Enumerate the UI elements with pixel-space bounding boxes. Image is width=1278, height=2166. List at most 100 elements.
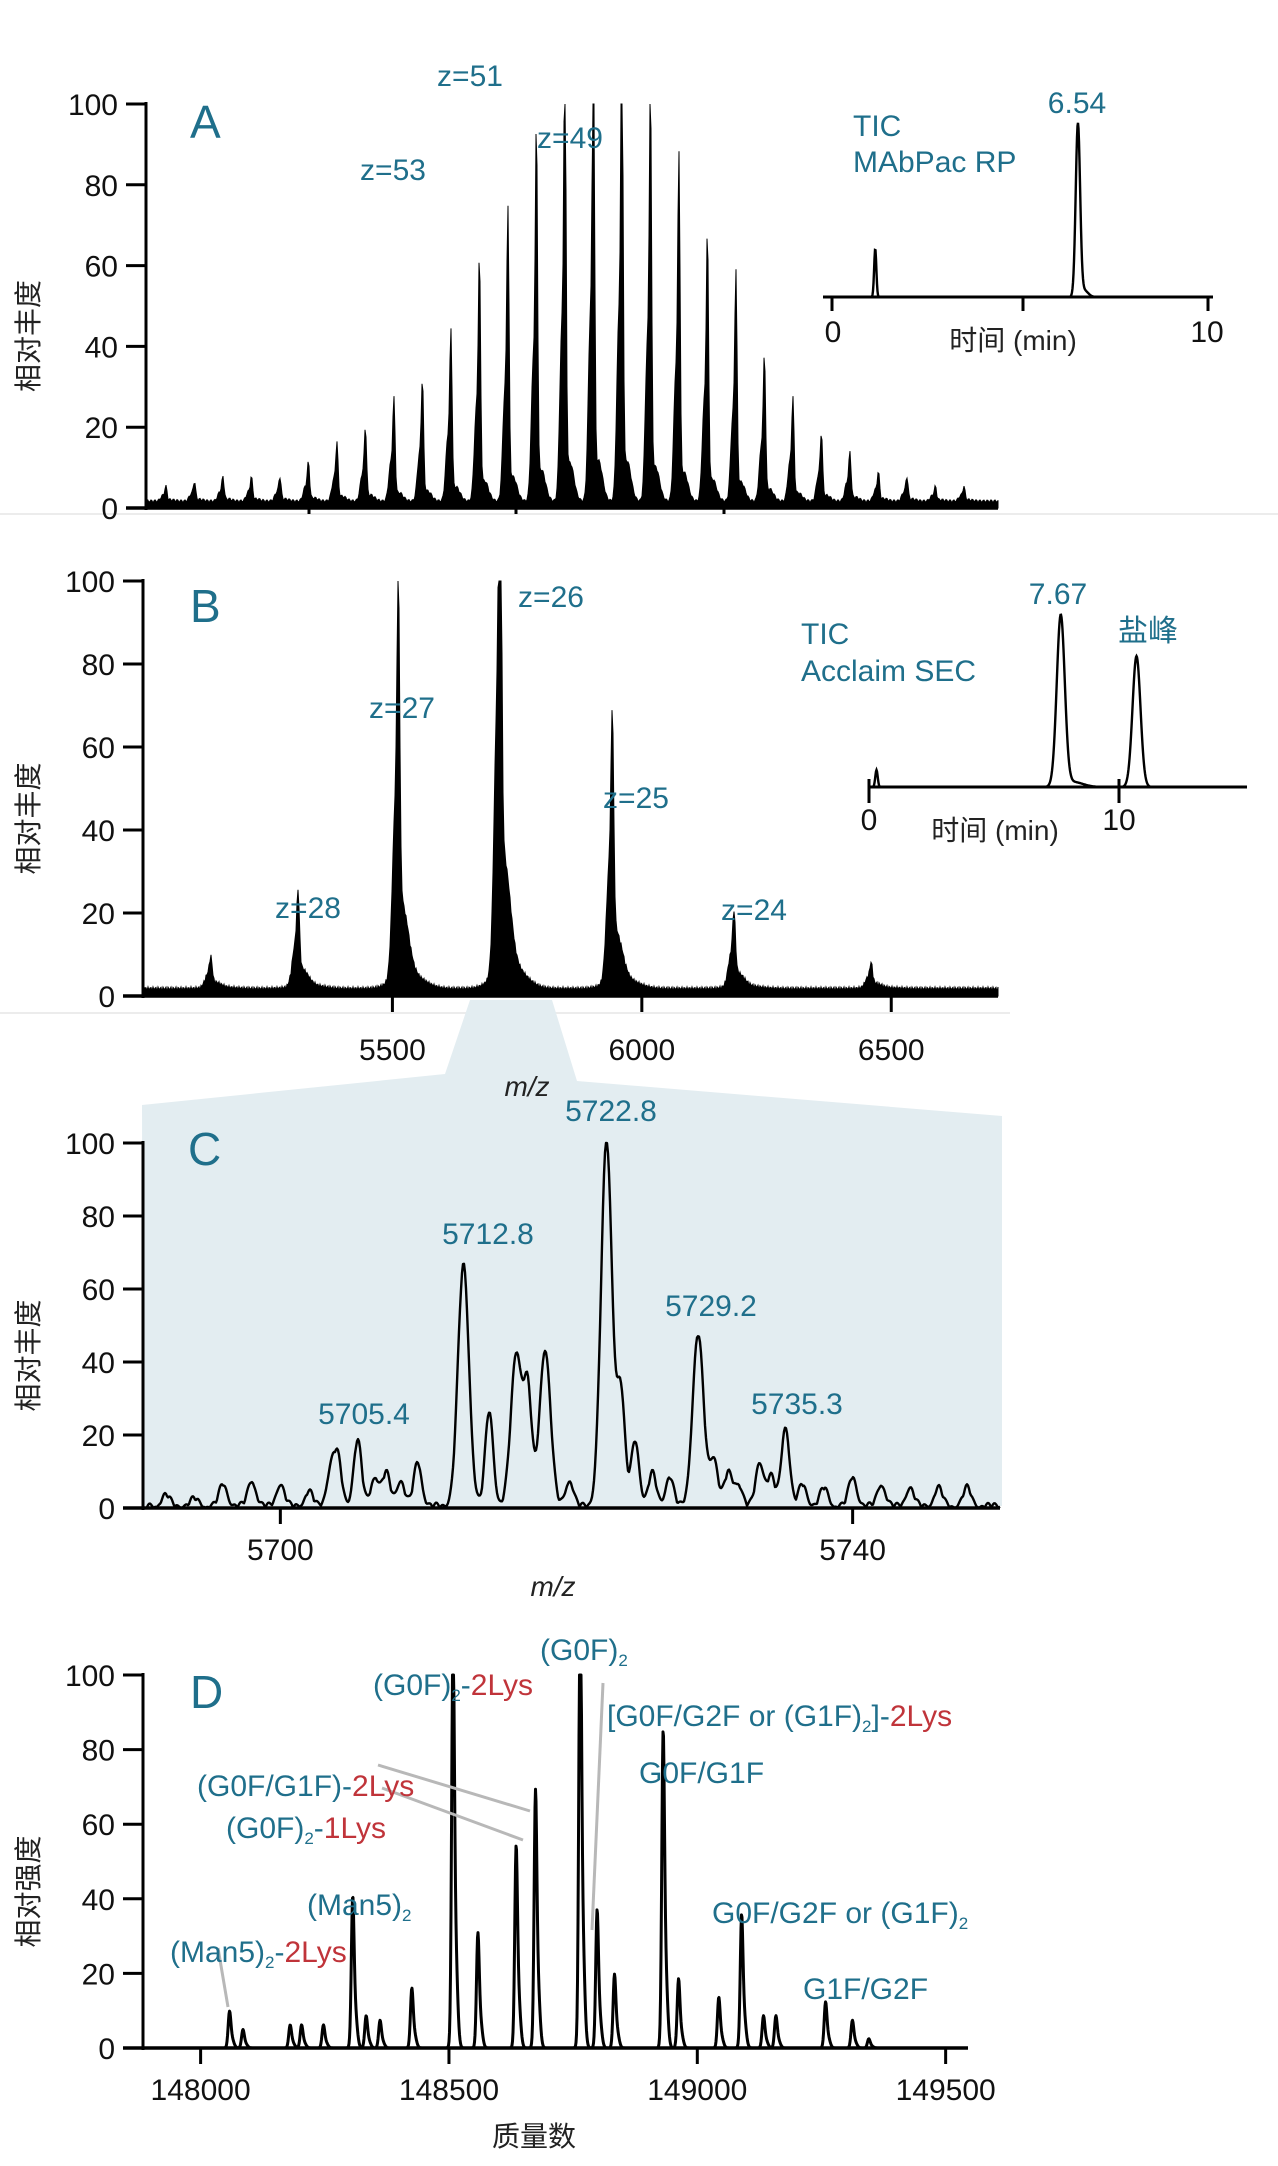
label-part: (G0F)	[540, 1634, 618, 1667]
x-tick-label: 6500	[858, 1034, 925, 1067]
y-tick-label: 60	[82, 1274, 115, 1307]
label-part: -	[314, 1812, 324, 1845]
peak-label: 5722.8	[565, 1095, 657, 1128]
peak-label: 5705.4	[318, 1398, 410, 1431]
x-axis-title: 质量数	[492, 2121, 576, 2152]
charge-label: z=53	[360, 154, 426, 187]
inset-peak-label: 7.67	[1029, 578, 1087, 611]
subscript: 2	[402, 1906, 411, 1925]
zoom-region-shade	[142, 1000, 1002, 1506]
y-tick-label: 40	[82, 815, 115, 848]
charge-label: z=51	[437, 60, 503, 93]
panel-letter: B	[190, 580, 221, 632]
y-tick-label: 0	[98, 981, 115, 1014]
peak-label: 5712.8	[442, 1218, 534, 1251]
y-tick-label: 80	[85, 170, 118, 203]
y-tick-label: 80	[82, 649, 115, 682]
y-tick-label: 40	[82, 1347, 115, 1380]
lys-suffix: 2Lys	[285, 1936, 347, 1969]
label-part: -	[880, 1700, 890, 1733]
panel-c: 0 20 40 60 80 100 相对丰度 C 5700 5740 m/z 5705.4 5712.8…	[13, 1095, 1001, 1602]
panel-a: 0 20 40 60 80 100 相对丰度 Az=53 z=51 z=49 0 10 时间 (min)…	[13, 60, 1224, 526]
y-tick-label: 40	[85, 331, 118, 364]
y-tick-label: 20	[85, 412, 118, 445]
y-tick-label: 20	[82, 898, 115, 931]
glycoform-label: (G0F)2-2Lys	[373, 1669, 533, 1705]
leader-line	[590, 1682, 605, 1931]
label-part: (Man5)	[170, 1936, 265, 1969]
y-axis-title: 相对丰度	[13, 280, 44, 392]
y-axis-title: 相对丰度	[13, 762, 44, 874]
x-axis-title: m/z	[530, 1571, 575, 1602]
glycoform-label: (G0F)2-1Lys	[226, 1812, 386, 1848]
x-tick-label: 149500	[896, 2074, 996, 2107]
y-tick-label: 100	[65, 566, 115, 599]
label-part: -	[461, 1669, 471, 1702]
leader-line	[377, 1763, 531, 1813]
x-tick-label: 149000	[647, 2074, 747, 2107]
x-tick-label: 5500	[359, 1034, 426, 1067]
inset-x-axis-title: 时间 (min)	[949, 325, 1077, 356]
glycoform-label: (Man5)2-2Lys	[170, 1936, 347, 1972]
y-tick-label: 40	[82, 1884, 115, 1917]
inset-title: TIC	[853, 110, 901, 143]
y-tick-label: 20	[82, 1958, 115, 1991]
lys-suffix: 2Lys	[352, 1770, 414, 1803]
inset-peak-label: 6.54	[1048, 87, 1106, 120]
lys-suffix: 1Lys	[324, 1812, 386, 1845]
glycoform-label: G0F/G2F or (G1F)2	[712, 1897, 968, 1933]
inset-title: MAbPac RP	[853, 146, 1016, 179]
label-part: -	[275, 1936, 285, 1969]
y-axis-title: 相对强度	[13, 1835, 44, 1947]
label-part: (Man5)	[307, 1889, 402, 1922]
charge-label: z=24	[721, 894, 787, 927]
subscript: 2	[959, 1914, 968, 1933]
y-axis-title: 相对丰度	[13, 1299, 44, 1411]
subscript: 2	[618, 1651, 627, 1670]
y-tick-label: 0	[98, 2033, 115, 2066]
charge-label: z=49	[537, 122, 603, 155]
label-part: ]	[872, 1700, 880, 1733]
inset-x-axis-title: 时间 (min)	[931, 815, 1059, 846]
inset-x-tick-label: 0	[861, 804, 878, 837]
label-part: [G0F/G2F or (G1F)	[607, 1700, 862, 1733]
lys-suffix: 2Lys	[890, 1700, 952, 1733]
x-tick-label: 5740	[819, 1534, 886, 1567]
inset-title: TIC	[801, 618, 849, 651]
x-tick-label: 148500	[399, 2074, 499, 2107]
subscript: 2	[304, 1829, 313, 1848]
x-tick-label: 6000	[608, 1034, 675, 1067]
glycoform-label: [G0F/G2F or (G1F)2]-2Lys	[607, 1700, 952, 1736]
glycoform-label: (G0F)2	[540, 1634, 628, 1670]
inset-trace	[832, 122, 1208, 299]
inset-title: Acclaim SEC	[801, 655, 976, 688]
subscript: 2	[451, 1686, 460, 1705]
charge-label: z=26	[518, 581, 584, 614]
label-part: (G0F)	[373, 1669, 451, 1702]
x-axis-title: m/z	[504, 1071, 549, 1102]
glycoform-label: (Man5)2	[307, 1889, 412, 1925]
y-tick-label: 0	[101, 493, 118, 526]
label-part: G1F/G2F	[803, 1973, 928, 2006]
y-tick-label: 0	[98, 1493, 115, 1526]
subscript: 2	[862, 1717, 871, 1736]
charge-label: z=27	[369, 692, 435, 725]
y-tick-label: 60	[82, 1809, 115, 1842]
charge-label: z=28	[275, 892, 341, 925]
panel-letter: A	[190, 96, 221, 148]
label-part: G0F/G2F or (G1F)	[712, 1897, 959, 1930]
panel-letter: D	[190, 1666, 223, 1718]
lys-suffix: 2Lys	[471, 1669, 533, 1702]
charge-label: z=25	[603, 782, 669, 815]
label-part: (G0F)	[226, 1812, 304, 1845]
label-part: -	[342, 1770, 352, 1803]
y-tick-label: 60	[85, 251, 118, 284]
leader-line	[216, 1947, 230, 2008]
spectrum-trace	[145, 1141, 1001, 1510]
glycoform-label: G1F/G2F	[803, 1973, 928, 2006]
spectrum-trace	[142, 580, 999, 997]
x-tick-label: 148000	[151, 2074, 251, 2107]
glycoform-label: G0F/G1F	[639, 1757, 764, 1790]
